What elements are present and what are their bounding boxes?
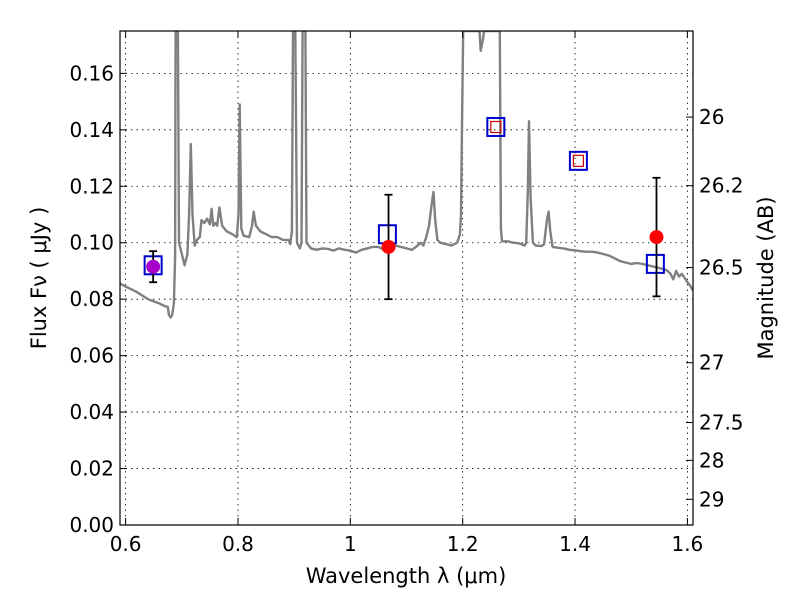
observed-point-marker — [649, 230, 664, 245]
y-tick-label: 0.10 — [69, 231, 114, 255]
y-tick-label: 0.12 — [69, 174, 114, 198]
axis-ticks — [120, 31, 693, 526]
mag-tick-label: 28 — [699, 448, 724, 472]
model-square-marker — [568, 150, 588, 171]
y-tick-label: 0.00 — [69, 513, 114, 537]
mag-tick-label: 29 — [699, 487, 724, 511]
inner-square-marker — [490, 120, 502, 134]
x-tick-label: 1 — [344, 532, 357, 556]
mag-tick-label: 26 — [699, 105, 724, 129]
y-tick-label: 0.08 — [69, 287, 114, 311]
mag-tick-label: 27.5 — [699, 411, 744, 435]
x-tick-label: 1.2 — [447, 532, 479, 556]
plot-area — [120, 31, 693, 525]
x-tick-label: 0.6 — [110, 532, 142, 556]
mag-tick-label: 26.2 — [699, 174, 744, 198]
mag-tick-label: 27 — [699, 351, 724, 375]
series-layer — [120, 31, 693, 319]
x-tick-label: 0.8 — [222, 532, 254, 556]
observed-point-marker — [381, 239, 396, 254]
model-square-marker — [486, 116, 506, 137]
x-tick-label: 1.4 — [559, 532, 591, 556]
plot-frame — [119, 30, 694, 526]
x-axis-label: Wavelength λ (μm) — [306, 564, 507, 588]
y-tick-label: 0.06 — [69, 344, 114, 368]
x-tick-label: 1.6 — [671, 532, 703, 556]
y-tick-label: 0.14 — [69, 118, 114, 142]
tick-labels: 0.6 0.8 1 1.2 1.4 1.6 0.00 0.02 0.04 0.06 0.08 0.10… — [69, 61, 743, 556]
mag-tick-label: 26.5 — [699, 256, 744, 280]
y-tick-label: 0.16 — [69, 61, 114, 85]
y2-axis-label: Magnitude (AB) — [754, 196, 778, 359]
y-tick-label: 0.04 — [69, 400, 114, 424]
observed-point-marker — [146, 259, 161, 274]
model-square-marker — [645, 253, 665, 274]
y-axis-label: Flux Fν ( μJy ) — [27, 207, 51, 350]
inner-square-marker — [572, 154, 585, 167]
y-tick-label: 0.02 — [69, 457, 114, 481]
